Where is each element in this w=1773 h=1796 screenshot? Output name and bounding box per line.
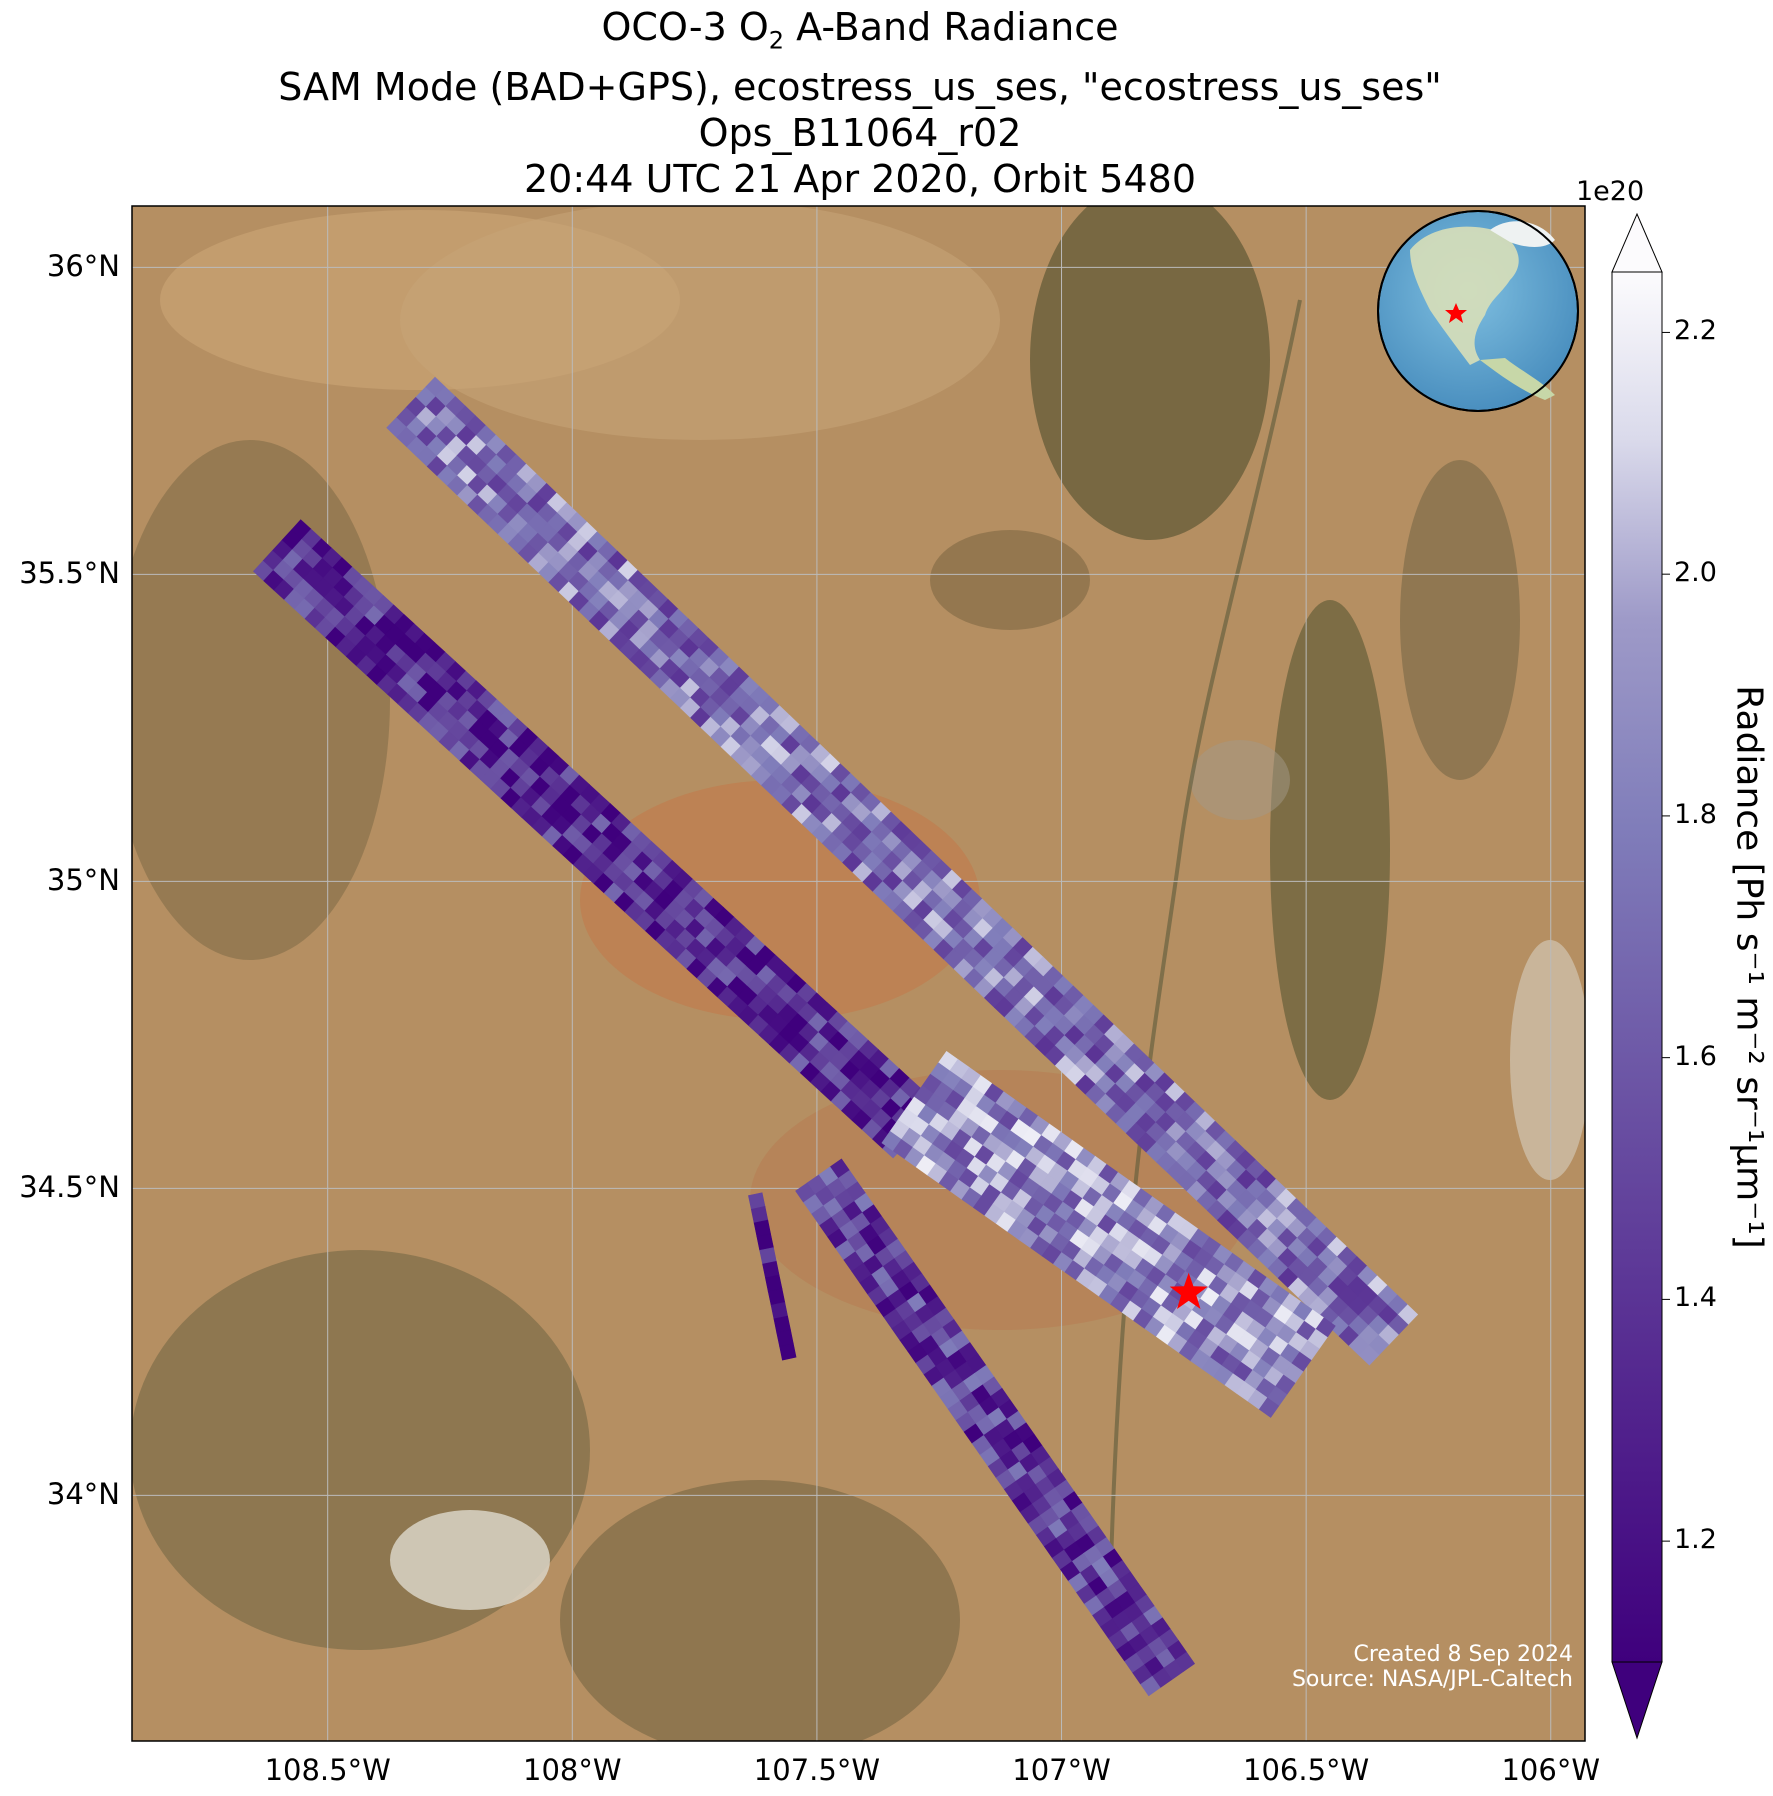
- credit-block: Created 8 Sep 2024 Source: NASA/JPL-Calt…: [1292, 1642, 1573, 1692]
- basemap: [132, 206, 1585, 1741]
- latitude-tick-label: 34.5°N: [19, 1170, 120, 1205]
- title-line-2: SAM Mode (BAD+GPS), ecostress_us_ses, "e…: [278, 64, 1442, 109]
- colorbar-extend-max-icon: [1611, 212, 1663, 273]
- colorbar-tick-label: 1.2: [1674, 1524, 1717, 1556]
- map-title: OCO-3 O2 A-Band Radiance SAM Mode (BAD+G…: [130, 4, 1590, 202]
- longitude-tick-label: 106°W: [1501, 1753, 1601, 1787]
- latitude-tick-label: 35.5°N: [19, 556, 120, 591]
- swath-1: [386, 376, 1419, 1366]
- globe-marker-icon: [1445, 303, 1467, 323]
- swath-4: [795, 1158, 1196, 1697]
- map-frame: [131, 205, 1586, 1742]
- longitude-tick-label: 108°W: [523, 1753, 622, 1787]
- target-layer: [1169, 1272, 1208, 1309]
- swath-3: [881, 1050, 1336, 1418]
- title-line-1: OCO-3 O2 A-Band Radiance: [601, 5, 1119, 55]
- longitude-tick-label: 106.5°W: [1243, 1753, 1370, 1787]
- title-line-4: 20:44 UTC 21 Apr 2020, Orbit 5480: [523, 156, 1196, 201]
- colorbar-tick-label: 1.8: [1674, 798, 1717, 830]
- title-line-3: Ops_B11064_r02: [698, 110, 1022, 155]
- credit-source: Source: NASA/JPL-Caltech: [1291, 1667, 1573, 1692]
- radiance-cell: [1358, 1344, 1380, 1366]
- radiance-cell: [779, 1343, 797, 1361]
- latitude-tick-label: 34°N: [46, 1477, 120, 1512]
- swath-2: [252, 519, 941, 1159]
- longitude-tick-label: 108.5°W: [264, 1753, 391, 1787]
- credit-created: Created 8 Sep 2024: [1353, 1642, 1574, 1667]
- latitude-tick-label: 35°N: [46, 863, 120, 898]
- colorbar-label: Radiance [Ph s⁻¹ m⁻² sr⁻¹μm⁻¹]: [1728, 685, 1770, 1249]
- colorbar-tick-label: 1.6: [1674, 1040, 1717, 1072]
- radiance-cell: [1258, 1397, 1280, 1418]
- latitude-tick-label: 36°N: [46, 249, 120, 284]
- colorbar: [1611, 212, 1670, 1740]
- radiance-cell: [1140, 1675, 1161, 1697]
- colorbar-tick-label: 2.2: [1674, 315, 1717, 347]
- target-star-icon: [1169, 1272, 1208, 1309]
- colorbar-tick-label: 1.4: [1674, 1282, 1717, 1314]
- inset-globe: [1377, 210, 1579, 412]
- colorbar-tick-label: 2.0: [1674, 557, 1717, 589]
- colorbar-exponent: 1e20: [1576, 176, 1645, 207]
- colorbar-extend-min-icon: [1611, 1661, 1663, 1740]
- swath-5: [748, 1192, 797, 1361]
- longitude-tick-label: 107.5°W: [753, 1753, 880, 1787]
- radiance-swaths: [252, 376, 1419, 1697]
- longitude-tick-label: 107°W: [1012, 1753, 1111, 1787]
